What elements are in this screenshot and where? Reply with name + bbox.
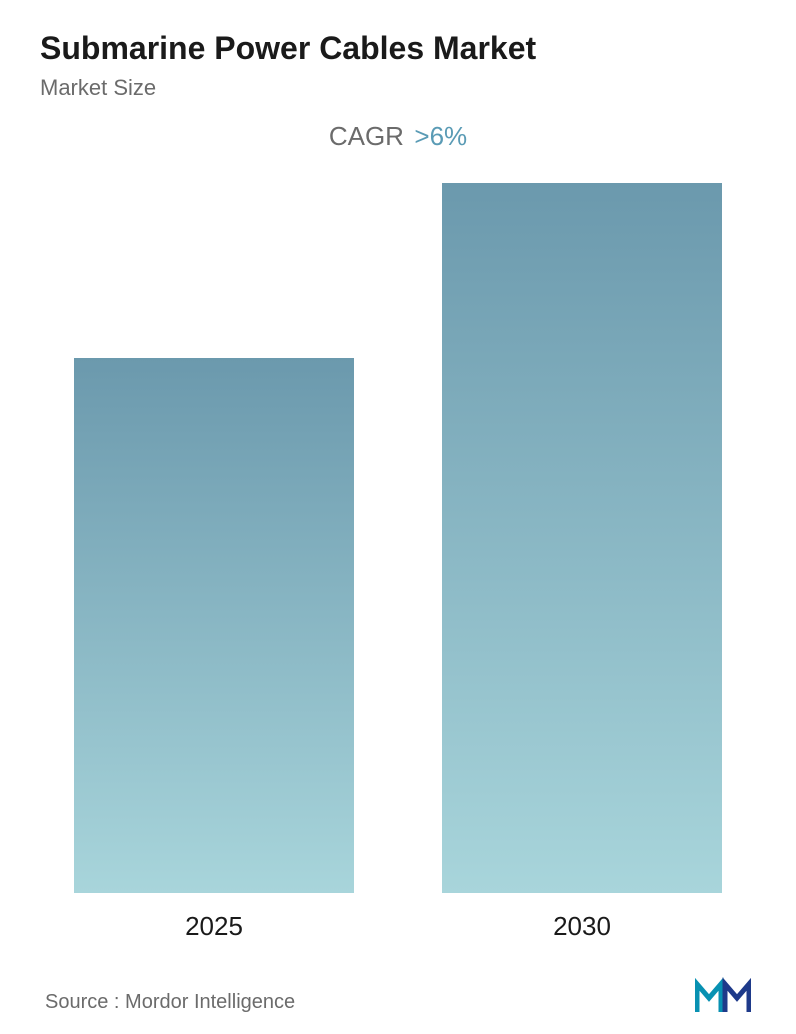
bar-group-2030: 2030 [442,183,722,942]
chart-container: Submarine Power Cables Market Market Siz… [0,0,796,1034]
bar-label-2030: 2030 [553,911,611,942]
cagr-container: CAGR >6% [40,121,756,152]
mordor-logo-icon [695,972,751,1014]
cagr-label: CAGR [329,121,404,151]
bar-2025 [74,358,354,893]
bar-2030 [442,183,722,893]
chart-subtitle: Market Size [40,75,756,101]
chart-title: Submarine Power Cables Market [40,30,756,67]
source-text: Source : Mordor Intelligence [45,991,295,1014]
bar-label-2025: 2025 [185,911,243,942]
plot-area: 2025 2030 [40,162,756,942]
footer-row: Source : Mordor Intelligence [40,972,756,1014]
cagr-value: >6% [414,121,467,151]
bar-group-2025: 2025 [74,358,354,942]
